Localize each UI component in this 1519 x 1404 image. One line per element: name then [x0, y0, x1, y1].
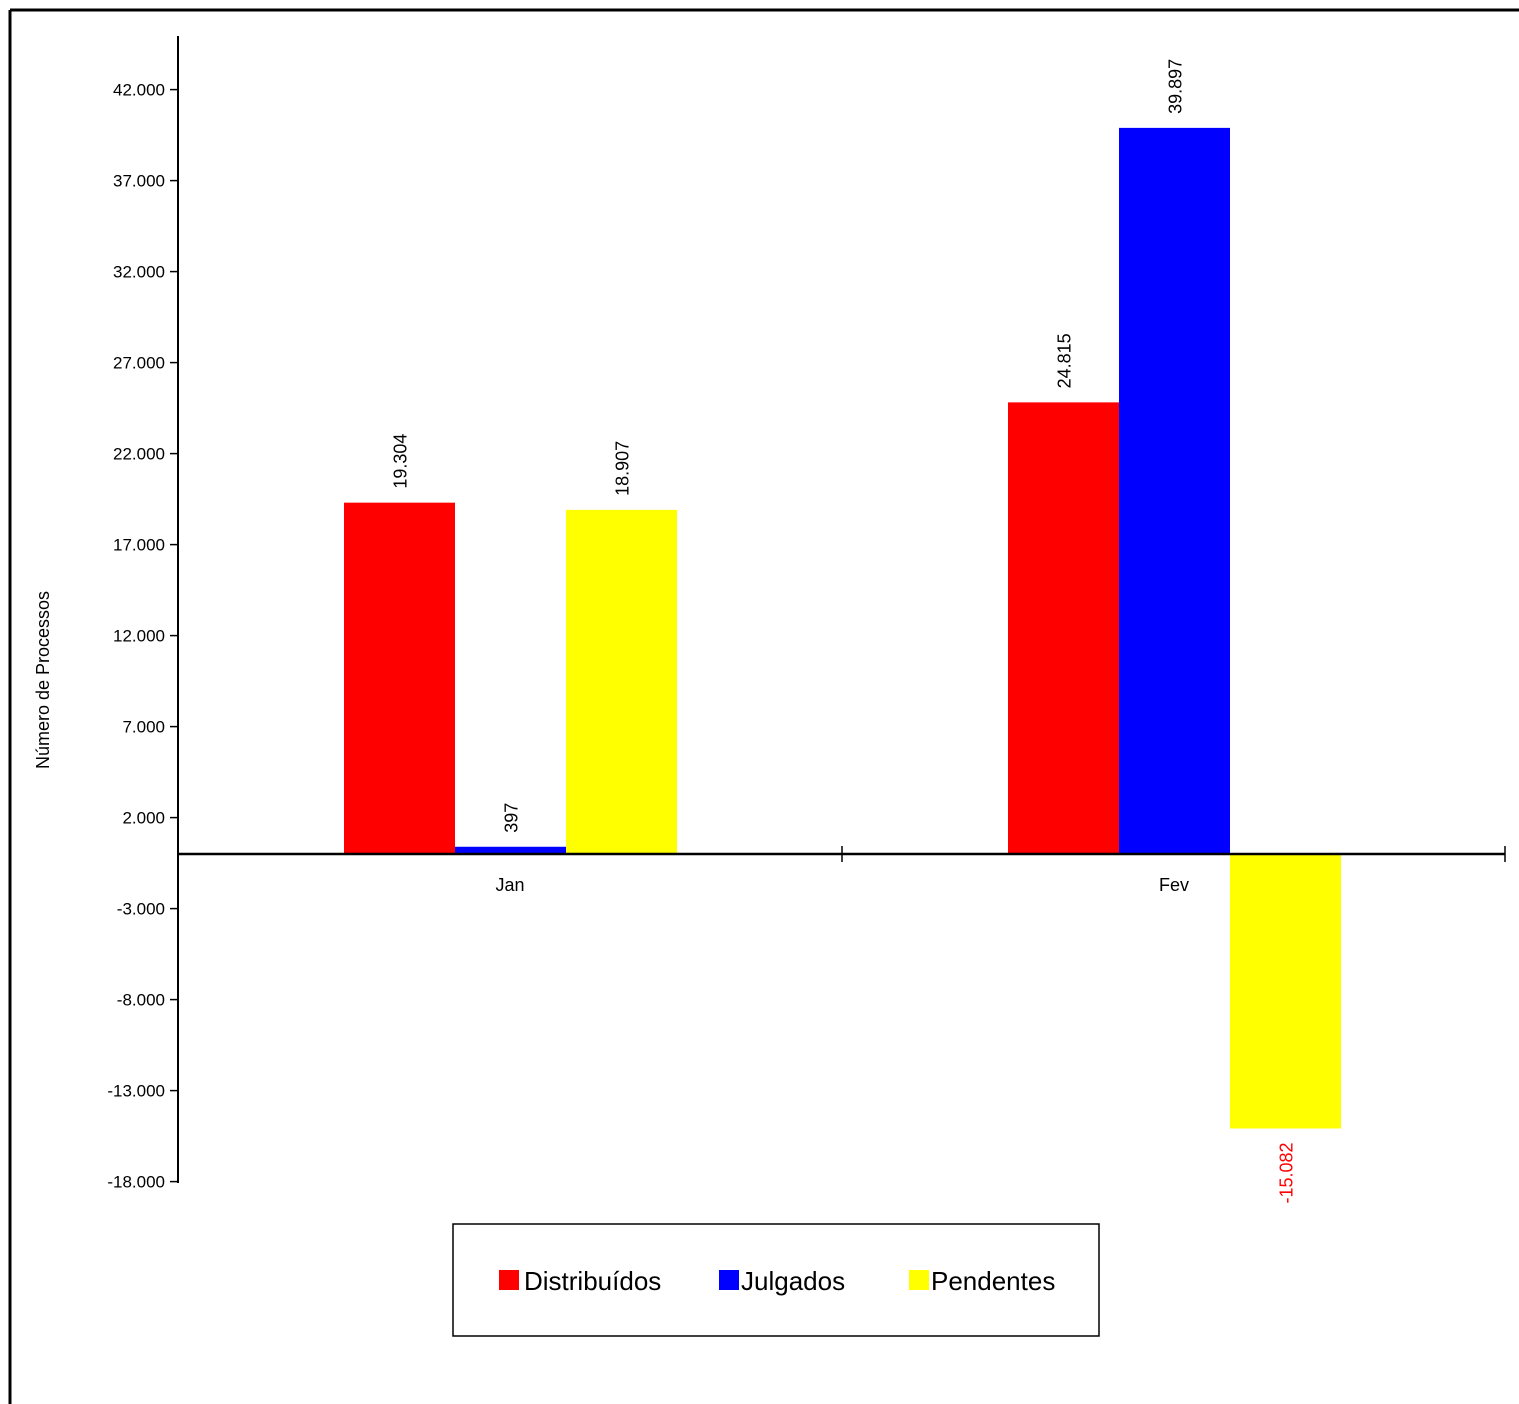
legend-box — [452, 1223, 1100, 1337]
legend-label: Julgados — [741, 1266, 845, 1296]
y-tick-label: 32.000 — [113, 263, 165, 282]
bar-pendentes-jan — [566, 509, 677, 854]
y-tick-label: 17.000 — [113, 536, 165, 555]
y-axis-title: Número de Processos — [33, 591, 53, 769]
legend-swatch — [719, 1270, 739, 1290]
data-label: 19.304 — [391, 434, 411, 489]
y-tick-label: -13.000 — [107, 1082, 165, 1101]
y-tick-label: 2.000 — [122, 809, 165, 828]
data-label: 24.815 — [1055, 333, 1075, 388]
bar-distribuídos-fev — [1008, 402, 1119, 854]
data-label: 18.907 — [613, 441, 633, 496]
chart-frame — [8, 8, 1519, 1404]
bar-pendentes-fev — [1230, 854, 1341, 1129]
data-label: 39.897 — [1166, 59, 1186, 114]
data-labels: 19.304 24.815 397 39.897 18.907 -15.082 — [391, 59, 1297, 1204]
y-tick-label: 12.000 — [113, 627, 165, 646]
x-axis: Jan Fev — [178, 846, 1506, 895]
y-tick-label: 37.000 — [113, 172, 165, 191]
y-tick-label: 7.000 — [122, 718, 165, 737]
x-category-label: Fev — [1159, 875, 1189, 895]
legend-swatch — [499, 1270, 519, 1290]
legend-label: Distribuídos — [524, 1266, 661, 1296]
bar-julgados-fev — [1119, 127, 1230, 854]
y-tick-label: 27.000 — [113, 354, 165, 373]
bar-distribuídos-jan — [344, 502, 455, 854]
y-tick-label: -8.000 — [117, 991, 165, 1010]
bars — [344, 127, 1341, 1129]
legend-label: Pendentes — [931, 1266, 1055, 1296]
data-label: -15.082 — [1277, 1142, 1297, 1203]
legend-swatch — [909, 1270, 929, 1290]
legend: Distribuídos Julgados Pendentes — [452, 1223, 1100, 1337]
bar-julgados-jan — [455, 846, 566, 854]
y-tick-label: 42.000 — [113, 81, 165, 100]
y-tick-label: 22.000 — [113, 445, 165, 464]
y-tick-label: -3.000 — [117, 900, 165, 919]
data-label: 397 — [502, 803, 522, 833]
y-axis: 42.000 37.000 32.000 27.000 22.000 17.000 12.0… — [107, 36, 179, 1192]
x-category-label: Jan — [495, 875, 524, 895]
y-tick-label: -18.000 — [107, 1173, 165, 1192]
